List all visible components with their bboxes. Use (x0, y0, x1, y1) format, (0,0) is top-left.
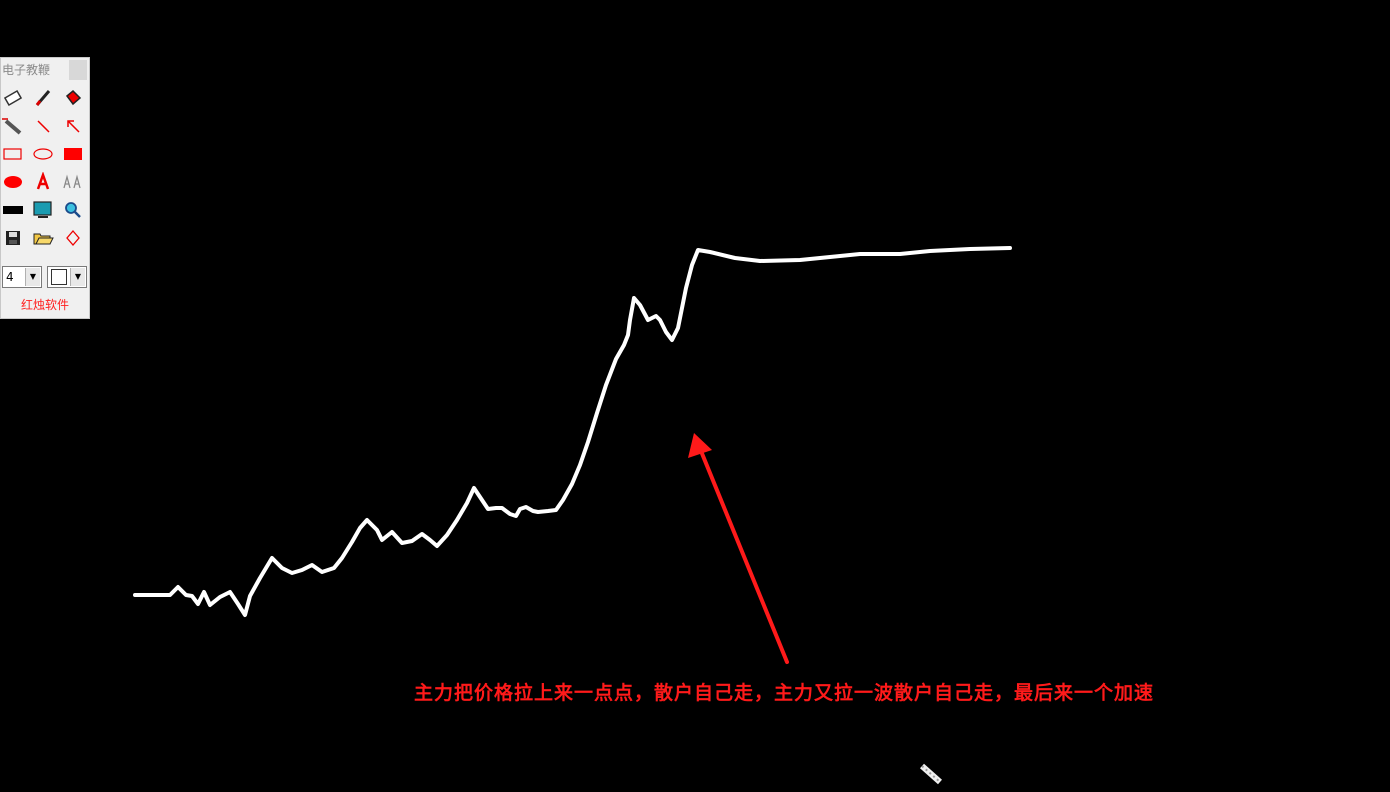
line-icon[interactable] (31, 114, 55, 138)
pen-cursor-icon (918, 760, 946, 792)
font-size-icon[interactable] (61, 170, 85, 194)
color-swatch (51, 269, 67, 285)
erase-all-icon[interactable] (61, 226, 85, 250)
annotation-arrow-head (688, 433, 712, 458)
filled-ellipse-icon[interactable] (1, 170, 25, 194)
price-line-drawing (133, 246, 1012, 617)
arrow-icon[interactable] (61, 114, 85, 138)
toolbox-title: 电子教鞭 (2, 63, 51, 77)
fill-icon[interactable] (61, 86, 85, 110)
ellipse-icon[interactable] (31, 142, 55, 166)
chevron-down-icon[interactable]: ▼ (70, 268, 85, 286)
toolbox-close-button[interactable] (69, 60, 87, 80)
save-icon[interactable] (1, 226, 25, 250)
chevron-down-icon[interactable]: ▼ (25, 268, 40, 286)
screen-icon[interactable] (31, 198, 55, 222)
rectangle-icon[interactable] (1, 142, 25, 166)
electronic-pointer-toolbox[interactable]: 电子教鞭 (0, 57, 90, 319)
pen-icon[interactable] (31, 86, 55, 110)
text-icon[interactable] (31, 170, 55, 194)
pen-color-select[interactable]: ▼ (47, 266, 87, 288)
brand-label: 红烛软件 (20, 298, 69, 312)
black-board-icon[interactable] (1, 198, 25, 222)
eraser-icon[interactable] (1, 86, 25, 110)
pen-size-select[interactable]: 4 ▼ (2, 266, 42, 288)
open-folder-icon[interactable] (31, 226, 55, 250)
freehand-icon[interactable] (1, 114, 25, 138)
annotation-caption: 主力把价格拉上来一点点，散户自己走，主力又拉一波散户自己走，最后来一个加速 (414, 682, 1155, 704)
filled-rectangle-icon[interactable] (61, 142, 85, 166)
magnifier-icon[interactable] (61, 198, 85, 222)
annotation-arrow-shaft (699, 449, 789, 664)
pen-size-value: 4 (6, 270, 14, 284)
